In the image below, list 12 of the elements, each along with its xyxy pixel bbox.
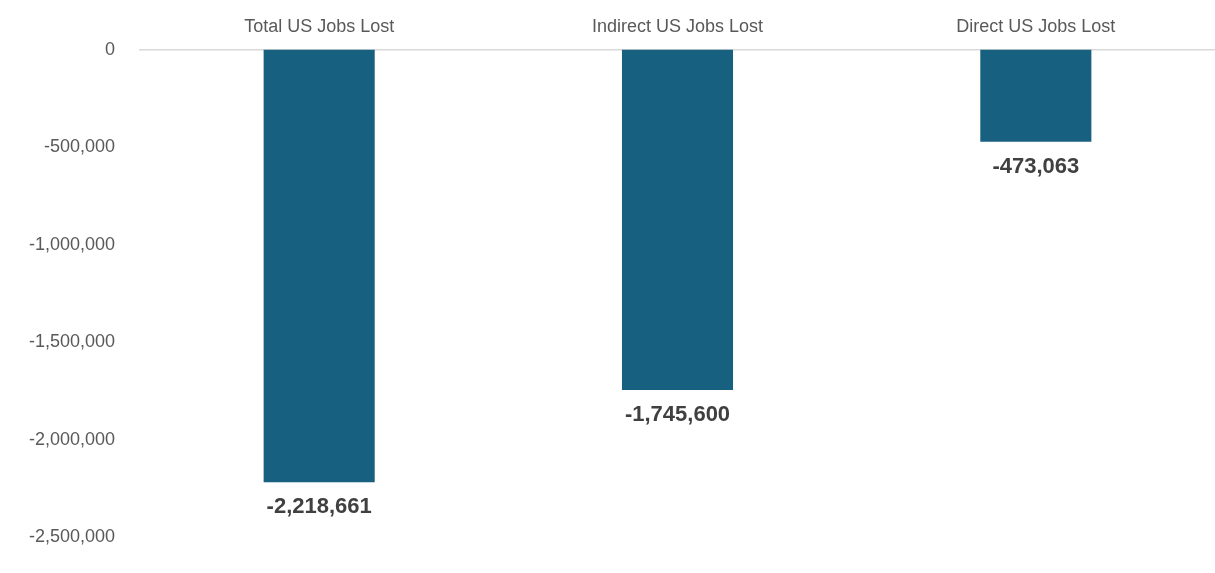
x-tick-label: Total US Jobs Lost (244, 15, 395, 36)
y-tick-label: -2,500,000 (28, 526, 115, 547)
x-tick-label: Direct US Jobs Lost (956, 15, 1116, 36)
x-tick-label: Indirect US Jobs Lost (591, 15, 764, 36)
y-tick-label: -1,500,000 (28, 331, 115, 352)
data-label: -473,063 (992, 152, 1080, 178)
y-tick-label: -2,000,000 (28, 428, 115, 449)
data-label: -1,745,600 (624, 401, 731, 427)
y-tick-label: -500,000 (43, 136, 115, 157)
data-label: -2,218,661 (266, 493, 372, 519)
y-tick-label: 0 (104, 38, 115, 59)
y-tick-label: -1,000,000 (28, 233, 115, 254)
